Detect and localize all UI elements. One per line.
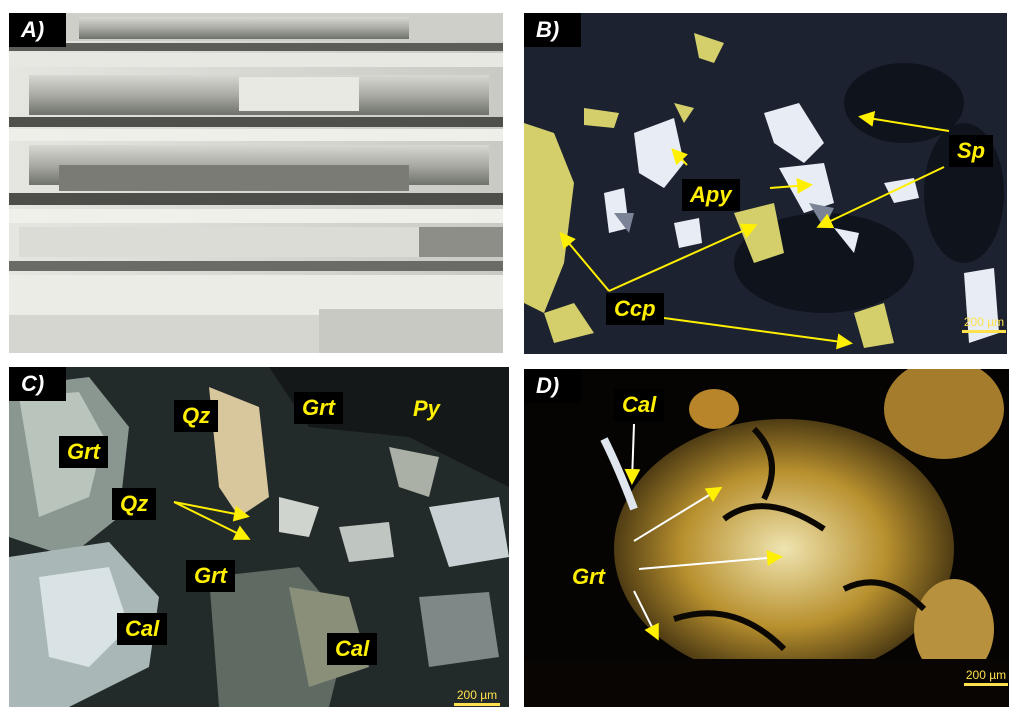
tag-grt-2: Grt: [59, 436, 108, 468]
tag-cal-2: Cal: [327, 633, 378, 665]
panel-a-label: A): [9, 13, 67, 47]
panel-a: A): [9, 13, 503, 353]
scale-label-b: 200 µm: [963, 315, 1005, 329]
panel-b: B) Sp Apy Ccp 200 µm: [524, 13, 1007, 354]
tag-py: Py: [413, 396, 440, 421]
panel-d: D) Cal Grt 200 µm: [524, 369, 1009, 707]
tag-qz-1: Qz: [174, 400, 219, 432]
scale-line-c: [454, 703, 500, 706]
tag-grt-3: Grt: [186, 560, 235, 592]
panel-c: C) Qz Grt Py Grt Qz Grt Cal Cal 200 µm: [9, 367, 509, 707]
tag-grt: Grt: [572, 564, 605, 589]
panel-d-label: D): [524, 369, 582, 403]
scale-line-d: [964, 683, 1008, 686]
scale-label-d: 200 µm: [965, 668, 1007, 682]
tag-ccp: Ccp: [606, 293, 664, 325]
scale-line-b: [962, 330, 1006, 333]
tag-grt-1: Grt: [294, 392, 343, 424]
panel-b-label: B): [524, 13, 582, 47]
drill-core-photo: [9, 13, 503, 353]
scale-label-c: 200 µm: [456, 688, 498, 702]
tag-sp: Sp: [949, 135, 994, 167]
panel-c-label: C): [9, 367, 67, 401]
cross-polarized-micrograph: [9, 367, 509, 707]
tag-cal: Cal: [614, 389, 665, 421]
scale-bar-d: 200 µm: [964, 669, 1008, 686]
reflected-light-micrograph: [524, 13, 1007, 354]
plane-polarized-micrograph: [524, 369, 1009, 707]
tag-apy: Apy: [682, 179, 740, 211]
scale-bar-b: 200 µm: [962, 316, 1006, 333]
scale-bar-c: 200 µm: [454, 689, 500, 706]
tag-qz-2: Qz: [112, 488, 157, 520]
tag-cal-1: Cal: [117, 613, 168, 645]
